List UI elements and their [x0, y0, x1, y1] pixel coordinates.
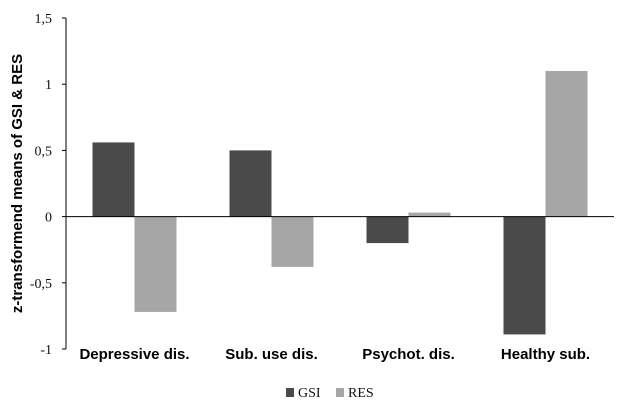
category-label: Healthy sub.: [501, 346, 590, 363]
y-axis-title: z-transformend means of GSI & RES: [9, 54, 26, 313]
legend-swatch-gsi: [286, 388, 294, 397]
legend-label-gsi: GSI: [298, 386, 321, 401]
bar-res: [271, 216, 314, 267]
bar-res: [408, 212, 451, 217]
bar-gsi: [92, 142, 135, 217]
y-tick-label: 0,5: [35, 144, 53, 159]
y-tick-label: -1: [40, 343, 52, 358]
legend-swatch-res: [336, 388, 344, 397]
category-label: Sub. use dis.: [225, 346, 318, 363]
bar-res: [545, 70, 588, 217]
y-tick-label: 1: [45, 78, 52, 93]
y-tick-label: -0,5: [30, 277, 52, 292]
bar-gsi: [229, 150, 272, 217]
category-label: Psychot. dis.: [362, 346, 455, 363]
y-tick-label: 0: [45, 211, 52, 226]
y-tick-labels: -1 -0,5 0 0,5 1 1,5: [30, 12, 66, 358]
bars: [92, 70, 588, 335]
y-axis: -1 -0,5 0 0,5 1 1,5: [30, 12, 67, 358]
category-label: Depressive dis.: [79, 346, 189, 363]
legend: GSI RES: [286, 386, 374, 401]
category-labels: Depressive dis. Sub. use dis. Psychot. dis…: [79, 346, 590, 363]
legend-label-res: RES: [348, 386, 374, 401]
y-tick-label: 1,5: [35, 12, 53, 27]
bar-gsi: [503, 216, 546, 335]
bar-res: [134, 216, 177, 312]
bar-gsi: [366, 216, 409, 244]
